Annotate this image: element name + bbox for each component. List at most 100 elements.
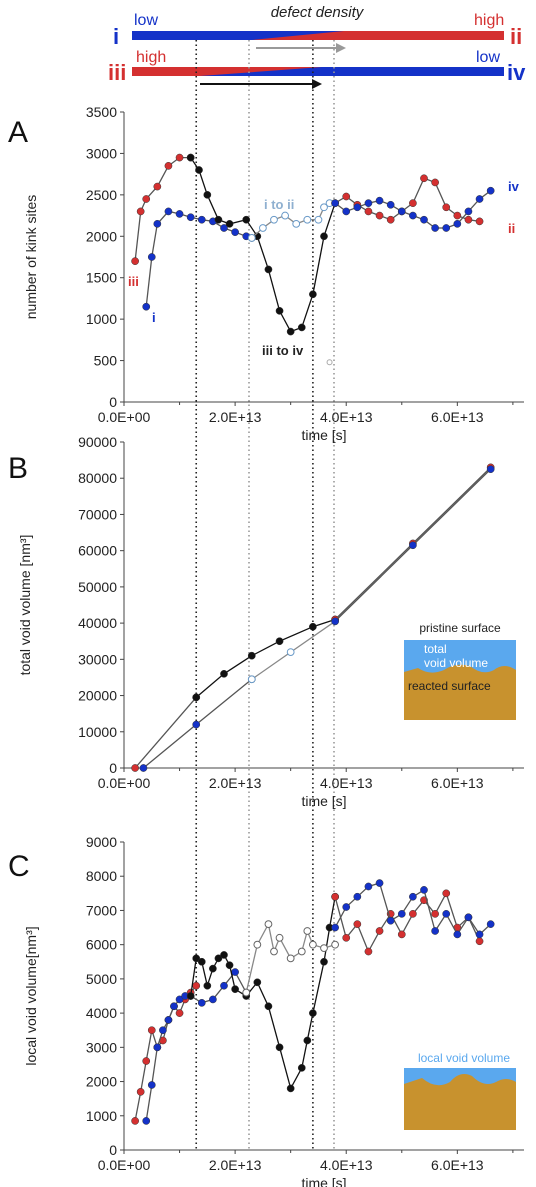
y-tick-label: 500 [94, 353, 118, 369]
data-point [153, 220, 162, 228]
data-point [475, 937, 484, 946]
data-point [342, 933, 351, 942]
data-point [164, 162, 173, 170]
data-point [486, 186, 495, 195]
data-point [397, 207, 406, 216]
x-tick-label: 0.0E+00 [98, 775, 151, 791]
data-point [225, 961, 234, 970]
x-tick-label: 2.0E+13 [209, 1157, 262, 1173]
inset-total-label: total [424, 642, 447, 656]
data-point [131, 764, 139, 772]
data-point [331, 923, 339, 932]
y-axis-label: number of kink sites [23, 195, 39, 320]
data-point [247, 675, 256, 684]
data-point [431, 224, 439, 232]
y-tick-label: 2500 [86, 187, 117, 203]
y-tick-label: 1000 [86, 1108, 117, 1124]
y-tick-label: 0 [109, 760, 117, 776]
y-tick-label: 50000 [78, 579, 117, 595]
inset-void-area [404, 640, 516, 673]
y-tick-label: 90000 [78, 434, 117, 450]
label-iii-to-iv: iii to iv [262, 343, 304, 358]
data-point [186, 153, 195, 162]
series-line [145, 210, 252, 307]
bar2-low-segment [322, 67, 504, 76]
data-point [453, 930, 462, 939]
inset-void-volume-label: void volume [424, 656, 488, 670]
y-tick-label: 70000 [78, 506, 117, 522]
label-i: i [152, 310, 156, 325]
data-point [475, 217, 484, 226]
data-point [275, 1043, 284, 1052]
panel-a-kink-sites: A 0 500 1000 1500 2000 2500 3000 3500 0.0E+00 2.0E… [8, 104, 524, 443]
data-point [486, 920, 495, 928]
data-point [253, 978, 262, 987]
series-line [334, 891, 481, 954]
data-point [386, 215, 395, 224]
data-point [442, 910, 451, 918]
y-tick-label: 2000 [86, 1074, 117, 1090]
panel-letter: A [8, 116, 28, 149]
data-point [364, 207, 373, 216]
x-tick-label: 6.0E+13 [431, 1157, 484, 1173]
data-point [147, 253, 156, 261]
data-point [214, 954, 223, 963]
bar1-transition-blue [252, 31, 344, 40]
data-point [247, 651, 256, 660]
data-point [409, 199, 417, 207]
data-point [431, 910, 439, 918]
data-point [309, 622, 317, 631]
data-point [364, 947, 373, 956]
data-point [209, 995, 217, 1004]
data-point [409, 541, 417, 550]
label-ii: ii [508, 221, 515, 236]
data-point [192, 954, 201, 963]
bar1-right-label: high [474, 12, 504, 29]
data-point [197, 215, 206, 224]
data-point [147, 1026, 156, 1035]
y-tick-label: 6000 [86, 937, 117, 953]
data-point [275, 637, 284, 646]
data-point [142, 1057, 151, 1065]
data-point [309, 1009, 317, 1017]
bar2-left-label: high [136, 49, 166, 66]
data-point [195, 166, 203, 174]
data-point [397, 930, 406, 939]
x-tick-label: 6.0E+13 [431, 409, 484, 425]
data-point [258, 224, 267, 232]
bar2-left-id: iii [108, 60, 126, 85]
data-point [420, 886, 428, 894]
data-point [264, 265, 273, 274]
data-point [139, 764, 148, 772]
data-point [297, 947, 306, 956]
bar1-high-segment [344, 31, 504, 40]
data-point [331, 199, 339, 207]
data-point [409, 211, 417, 220]
data-point [320, 944, 328, 952]
data-point [136, 207, 145, 216]
data-point [231, 985, 239, 994]
data-point [231, 228, 239, 236]
data-point [342, 903, 351, 911]
data-point [303, 927, 312, 935]
y-tick-label: 7000 [86, 902, 117, 918]
data-point [153, 182, 162, 191]
label-i-to-ii: i to ii [264, 197, 294, 212]
y-axis-label: total void volume [nm³] [17, 535, 33, 676]
data-point [375, 879, 384, 887]
x-axis-label: time [s] [301, 427, 346, 443]
y-tick-label: 10000 [78, 724, 117, 740]
data-point [353, 892, 362, 901]
data-point [297, 323, 306, 332]
data-point [264, 1002, 273, 1011]
data-point [364, 199, 373, 207]
data-point [409, 910, 417, 918]
data-point [192, 720, 201, 729]
data-point [197, 957, 206, 966]
data-point [270, 947, 278, 956]
panel-letter: C [8, 850, 30, 883]
data-point [375, 927, 384, 935]
series-line [134, 696, 197, 769]
series-line [195, 618, 336, 698]
data-point [203, 191, 212, 199]
